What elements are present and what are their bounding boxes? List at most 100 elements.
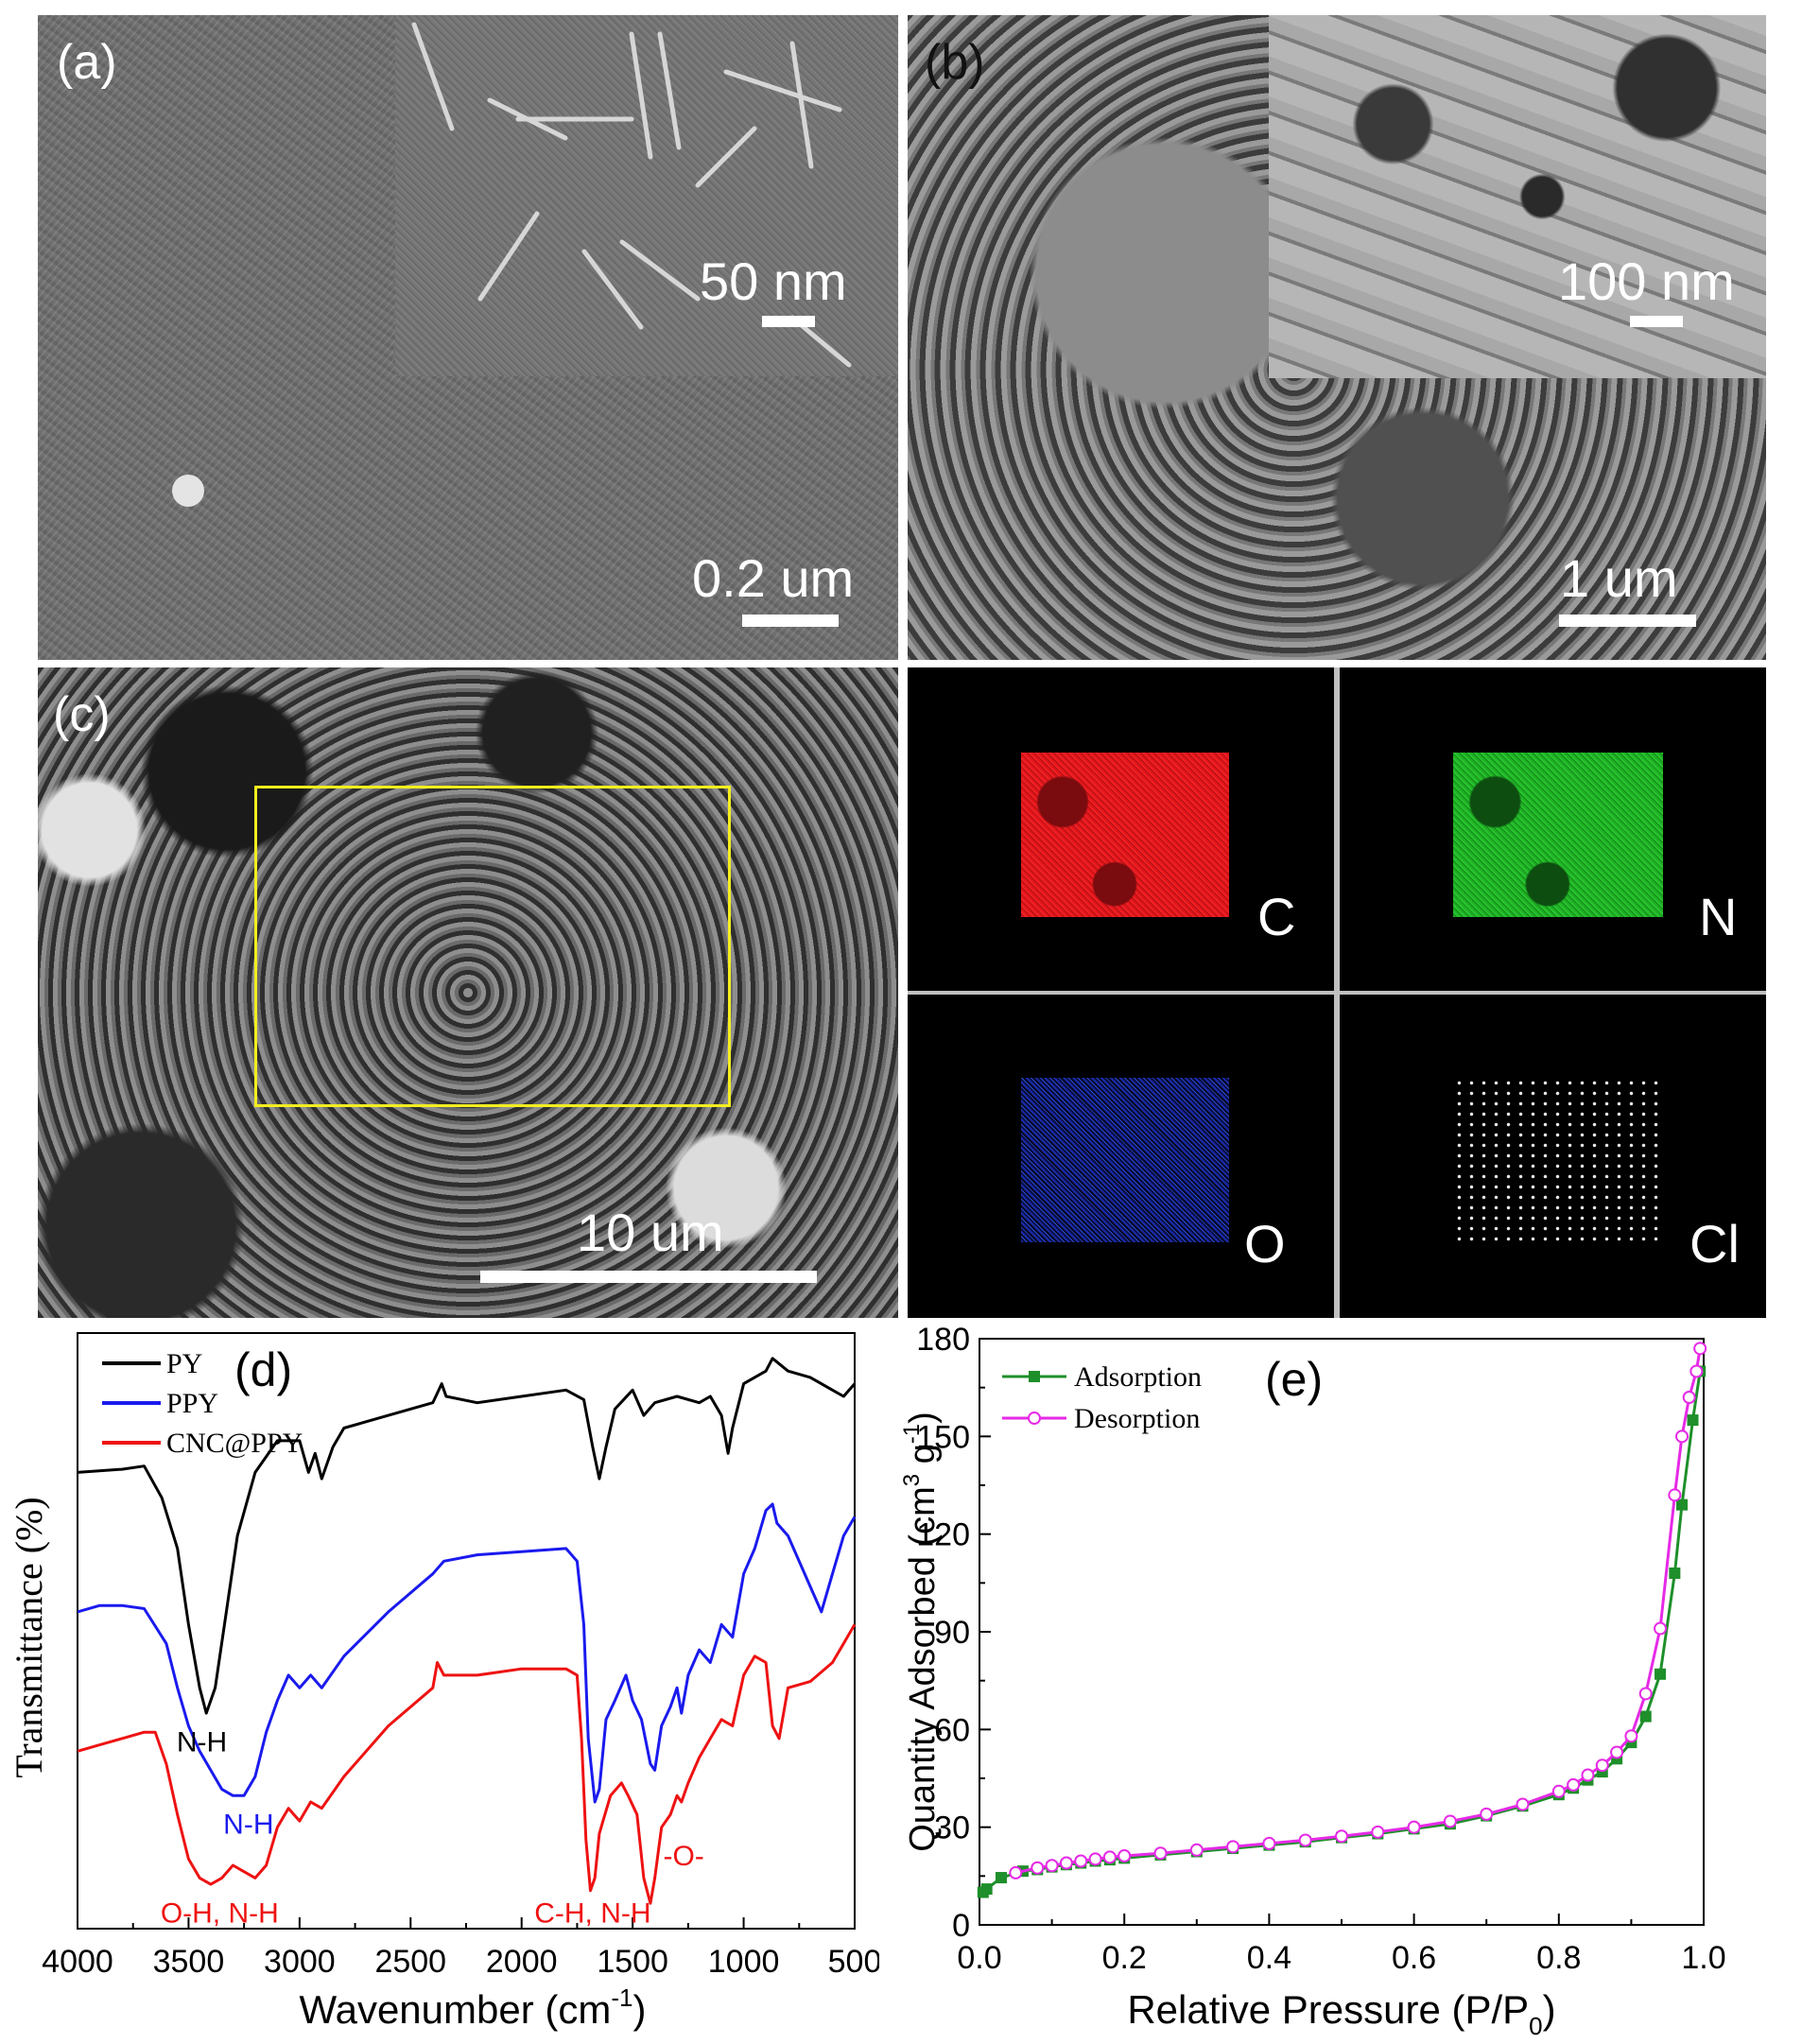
isotherm-point-desorption: [1693, 1342, 1707, 1356]
isotherm-point-adsorption: [1687, 1414, 1699, 1427]
eds-cl-area: [1453, 1078, 1663, 1242]
eds-label-cl: Cl: [1689, 1214, 1740, 1273]
eds-label-n: N: [1699, 887, 1738, 946]
isotherm-point-adsorption: [980, 1883, 993, 1896]
isotherm-legend-marker: [1028, 1412, 1041, 1425]
isotherm-y-tick-label: 60: [934, 1712, 970, 1748]
eds-o-area: [1021, 1078, 1229, 1242]
isotherm-point-desorption: [1153, 1846, 1168, 1861]
ftir-panel-label: (d): [234, 1343, 292, 1396]
isotherm-point-adsorption: [1676, 1498, 1689, 1511]
isotherm-point-desorption: [1581, 1768, 1595, 1782]
panel-a-scale-label: 0.2 um: [692, 548, 855, 608]
isotherm-legend-label: Adsorption: [1074, 1361, 1202, 1393]
isotherm-point-desorption: [1262, 1836, 1276, 1850]
ftir-legend-label: CNC@PPY: [166, 1428, 303, 1459]
isotherm-point-desorption: [1689, 1364, 1704, 1378]
isotherm-point-desorption: [1654, 1621, 1668, 1636]
isotherm-legend-label: Desorption: [1074, 1403, 1200, 1434]
ftir-annotation: N-H: [177, 1726, 227, 1758]
isotherm-x-tick-label: 1.0: [1681, 1940, 1725, 1976]
isotherm-point-adsorption: [1669, 1568, 1681, 1579]
ftir-annotation: O-H, N-H: [161, 1897, 279, 1929]
eds-label-c: C: [1257, 887, 1296, 946]
isotherm-point-desorption: [1682, 1391, 1696, 1404]
isotherm-point-desorption: [1480, 1807, 1494, 1821]
eds-map-o: O: [908, 995, 1334, 1318]
isotherm-point-desorption: [1031, 1861, 1045, 1875]
isotherm-point-desorption: [1102, 1850, 1117, 1864]
isotherm-y-tick-label: 120: [916, 1517, 970, 1553]
isotherm-x-axis-label: Relative Pressure (P/P0): [1127, 1987, 1555, 2040]
inset-b-scale-bar: [1630, 316, 1683, 327]
eds-n-area: [1453, 753, 1663, 917]
ftir-annotation: C-H, N-H: [534, 1897, 650, 1929]
panel-c-scale-bar: [480, 1271, 817, 1283]
isotherm-panel-label: (e): [1265, 1353, 1323, 1406]
isotherm-point-adsorption: [995, 1872, 1007, 1884]
isotherm-x-tick-label: 0.6: [1392, 1940, 1436, 1976]
panel-c-sem-image: (c) 10 um: [38, 667, 898, 1318]
isotherm-point-desorption: [1675, 1429, 1689, 1444]
isotherm-y-tick-label: 180: [916, 1325, 970, 1358]
isotherm-point-desorption: [1009, 1865, 1023, 1879]
ftir-plot-frame: [77, 1332, 856, 1930]
ftir-x-tick-label: 500: [828, 1944, 879, 1980]
isotherm-point-desorption: [1551, 1784, 1566, 1798]
isotherm-point-desorption: [1668, 1488, 1682, 1502]
panel-c-scale-label: 10 um: [577, 1203, 724, 1262]
isotherm-line-adsorption: [981, 1371, 1702, 1894]
panel-b-sem-image: (b) 100 nm 1 um: [908, 15, 1766, 660]
ftir-x-tick-label: 2500: [374, 1944, 446, 1980]
ftir-series-py: [77, 1357, 857, 1715]
ftir-x-axis-label: Wavenumber (cm-1): [300, 1983, 647, 2032]
isotherm-chart: 0.0 0.2 0.4 0.6 0.8 1.0 0 30 60 90 120 150 180 Adsor…: [899, 1325, 1726, 2040]
ftir-x-tick-label: 3500: [153, 1944, 225, 1980]
panel-b-tem-inset: 100 nm: [1269, 15, 1766, 378]
ftir-x-tick-label: 1500: [597, 1944, 668, 1980]
ftir-annotation: -O-: [663, 1841, 703, 1872]
panel-c-label: (c): [53, 687, 111, 742]
panel-a-sem-image: (a) 50 nm 0.2 um: [38, 15, 898, 660]
isotherm-point-desorption: [1088, 1852, 1102, 1866]
isotherm-point-desorption: [1074, 1854, 1088, 1868]
ftir-chart: 4000 3500 3000 2500 2000 1500 1000 500 N-H N-H O-…: [8, 1332, 879, 2032]
bright-particle: [172, 475, 204, 507]
isotherm-point-desorption: [1118, 1848, 1132, 1862]
panel-b-label: (b): [925, 35, 985, 90]
isotherm-y-axis-label: Quantity Adsorbed (cm3 g-1): [899, 1412, 943, 1852]
isotherm-point-desorption: [1567, 1777, 1581, 1792]
isotherm-point-desorption: [1335, 1829, 1348, 1844]
isotherm-point-desorption: [1371, 1825, 1385, 1839]
panel-a-scale-bar: [742, 615, 839, 627]
isotherm-point-desorption: [1045, 1859, 1059, 1873]
selection-box: [254, 786, 731, 1107]
isotherm-point-adsorption: [1655, 1668, 1667, 1680]
isotherm-point-desorption: [1189, 1843, 1204, 1857]
eds-map-cl: Cl: [1340, 995, 1766, 1318]
panel-b-scale-label: 1 um: [1560, 548, 1678, 608]
panel-a-tem-inset: 50 nm: [395, 15, 898, 376]
isotherm-x-tick-label: 0.2: [1102, 1940, 1147, 1976]
eds-c-area: [1021, 753, 1229, 917]
isotherm-point-adsorption: [1639, 1710, 1652, 1723]
ftir-series-cnc-ppy: [77, 1623, 857, 1905]
isotherm-x-tick-label: 0.8: [1536, 1940, 1581, 1976]
isotherm-y-tick-label: 30: [934, 1810, 970, 1846]
isotherm-y-tick-label: 90: [934, 1615, 970, 1651]
isotherm-point-desorption: [1516, 1797, 1530, 1811]
eds-map-grid: C N O Cl: [908, 667, 1766, 1318]
isotherm-point-desorption: [1443, 1814, 1457, 1828]
inset-a-scale-label: 50 nm: [700, 251, 847, 311]
ftir-x-tick-label: 1000: [708, 1944, 780, 1980]
ftir-x-tick-label: 2000: [486, 1944, 558, 1980]
ftir-legend-label: PPY: [166, 1388, 218, 1419]
panel-b-scale-bar: [1559, 615, 1696, 627]
ftir-y-axis-label: Transmittance (%): [8, 1497, 50, 1777]
isotherm-point-desorption: [1407, 1820, 1421, 1834]
eds-map-n: N: [1340, 667, 1766, 991]
isotherm-y-tick-label: 150: [916, 1419, 970, 1455]
nanocrystal-needles: [411, 22, 852, 368]
isotherm-point-desorption: [1226, 1840, 1240, 1854]
ftir-annotation: N-H: [223, 1809, 273, 1840]
